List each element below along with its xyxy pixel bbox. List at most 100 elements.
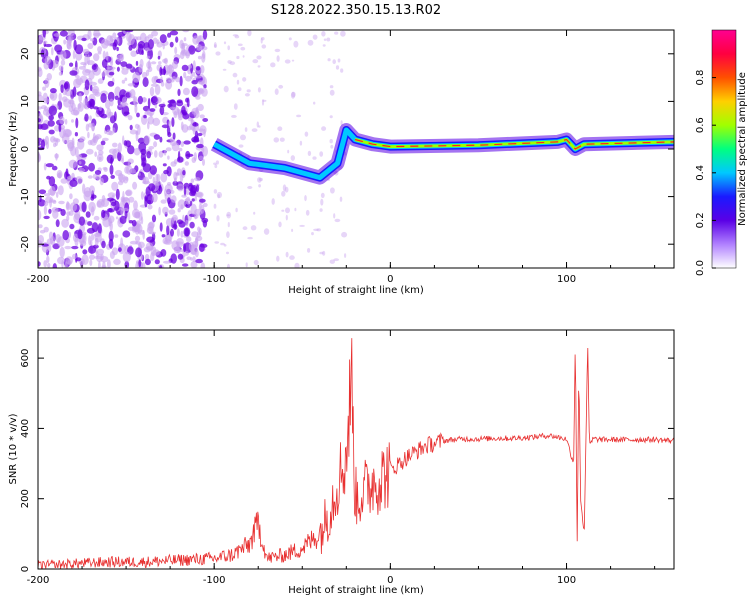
speckle-mark: [189, 221, 195, 229]
speckle-mark: [163, 260, 171, 264]
speckle-mark: [194, 208, 203, 216]
speckle-mark: [96, 248, 105, 256]
speckle-mark: [320, 198, 324, 206]
speckle-mark: [77, 139, 85, 150]
speckle-mark: [201, 53, 206, 63]
speckle-mark: [173, 171, 178, 181]
speckle-mark: [96, 200, 102, 208]
speckle-mark: [179, 51, 185, 60]
speckle-mark: [75, 146, 79, 158]
speckle-mark: [191, 71, 196, 77]
speckle-mark: [137, 43, 144, 55]
speckle-mark: [146, 151, 152, 159]
speckle-mark: [78, 161, 82, 165]
speckle-mark: [182, 30, 190, 33]
speckle-mark: [235, 207, 238, 213]
speckle-mark: [58, 200, 65, 205]
speckle-mark: [57, 173, 61, 178]
speckle-mark: [156, 41, 163, 48]
speckle-mark: [170, 228, 174, 237]
speckle-mark: [229, 61, 236, 66]
speckle-mark: [59, 246, 65, 258]
snr-line: [38, 338, 674, 569]
speckle-mark: [180, 230, 184, 238]
speckle-mark: [122, 176, 129, 184]
speckle-mark: [117, 151, 122, 162]
speckle-mark: [105, 99, 111, 109]
speckle-mark: [77, 153, 82, 161]
speckle-mark: [42, 40, 48, 45]
speckle-mark: [116, 46, 119, 52]
speckle-mark: [121, 68, 129, 75]
speckle-mark: [223, 244, 227, 247]
speckle-mark: [90, 196, 95, 201]
speckle-mark: [38, 66, 42, 72]
speckle-mark: [194, 249, 199, 258]
speckle-mark: [227, 263, 230, 268]
speckle-mark: [256, 55, 262, 60]
speckle-mark: [47, 262, 51, 268]
speckle-mark: [136, 112, 140, 118]
speckle-mark: [177, 199, 186, 209]
snr-ticks: -200 -100 0 100 0 200 400 600: [20, 330, 674, 586]
y-tick-label: 20: [20, 47, 31, 60]
speckle-mark: [312, 34, 318, 40]
speckle-mark: [177, 208, 181, 213]
speckle-mark: [63, 82, 69, 90]
speckle-mark: [240, 46, 246, 51]
y-tick-label: 200: [20, 489, 31, 508]
speckle-mark: [215, 51, 221, 56]
speckle-mark: [187, 64, 192, 69]
speckle-mark: [107, 66, 116, 70]
speckle-mark: [82, 48, 90, 55]
speckle-mark: [181, 194, 187, 198]
speckle-mark: [138, 172, 141, 176]
speckle-mark: [186, 256, 192, 261]
speckle-mark: [69, 179, 78, 187]
speckle-mark: [57, 256, 65, 265]
speckle-mark: [238, 144, 244, 148]
speckle-mark: [140, 148, 147, 156]
speckle-mark: [96, 144, 104, 151]
speckle-mark: [333, 213, 336, 219]
speckle-mark: [191, 86, 199, 97]
speckle-mark: [180, 121, 184, 131]
speckle-mark: [147, 34, 154, 39]
speckle-mark: [106, 154, 115, 164]
speckle-mark: [284, 186, 289, 193]
speckle-mark: [133, 200, 138, 211]
speckle-mark: [137, 124, 141, 136]
y-tick-label: 600: [20, 349, 31, 368]
speckle-mark: [51, 207, 59, 213]
speckle-mark: [182, 170, 186, 176]
speckle-mark: [88, 70, 95, 80]
speckle-mark: [284, 59, 291, 64]
speckle-mark: [147, 66, 153, 73]
speckle-mark: [196, 88, 205, 95]
speckle-mark: [88, 162, 95, 172]
speckle-mark: [175, 36, 179, 43]
speckle-mark: [202, 158, 205, 166]
speckle-mark: [196, 191, 204, 198]
speckle-mark: [64, 261, 68, 268]
speckle-mark: [337, 58, 341, 63]
x-tick-label: -100: [203, 274, 226, 285]
speckle-mark: [44, 77, 50, 88]
speckle-mark: [38, 234, 44, 245]
speckle-mark: [150, 61, 157, 65]
speckle-mark: [304, 195, 307, 202]
colorbar-label: Normalized spectral amplitude: [737, 72, 748, 226]
speckle-mark: [257, 65, 261, 68]
speckle-mark: [158, 150, 164, 158]
speckle-mark: [48, 176, 56, 187]
speckle-mark: [69, 223, 75, 230]
speckle-mark: [216, 215, 220, 222]
speckle-mark: [88, 245, 96, 254]
speckle-mark: [198, 155, 204, 161]
speckle-mark: [58, 92, 62, 102]
x-tick-label: -100: [203, 575, 226, 586]
speckle-mark: [81, 201, 87, 213]
speckle-mark: [191, 198, 195, 202]
speckle-mark: [313, 228, 319, 231]
